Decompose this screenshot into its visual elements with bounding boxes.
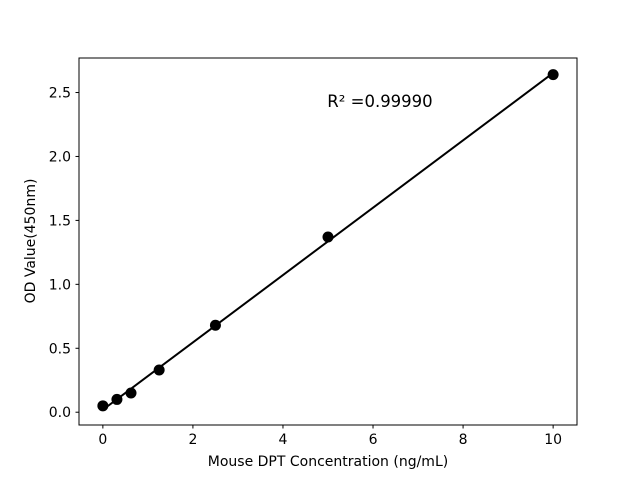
y-tick-label: 1.5 xyxy=(49,213,71,229)
data-point xyxy=(111,393,123,405)
x-tick-label: 4 xyxy=(279,432,288,448)
x-tick-label: 6 xyxy=(369,432,378,448)
data-point xyxy=(97,400,109,412)
y-tick-label: 2.0 xyxy=(49,149,71,165)
y-tick-label: 0.0 xyxy=(49,405,71,421)
data-point xyxy=(322,231,334,243)
y-tick-label: 0.5 xyxy=(49,341,71,357)
x-tick-label: 2 xyxy=(188,432,197,448)
plot-area: 0 2 4 6 8 10 0.0 0.5 1.0 1.5 2.0 2.5 xyxy=(49,57,578,448)
x-axis-label: Mouse DPT Concentration (ng/mL) xyxy=(208,454,448,470)
y-tick-label: 1.0 xyxy=(49,277,71,293)
data-point xyxy=(547,69,559,81)
x-tick-label: 10 xyxy=(544,432,562,448)
y-axis-label: OD Value(450nm) xyxy=(23,179,39,304)
data-point xyxy=(209,319,221,331)
data-point xyxy=(125,387,137,399)
y-tick-label: 2.5 xyxy=(49,86,71,102)
axes-frame xyxy=(78,57,578,426)
data-point xyxy=(153,364,165,376)
x-tick-label: 8 xyxy=(459,432,468,448)
r-squared-annotation: R² =0.99990 xyxy=(327,92,432,111)
x-tick-label: 0 xyxy=(98,432,107,448)
